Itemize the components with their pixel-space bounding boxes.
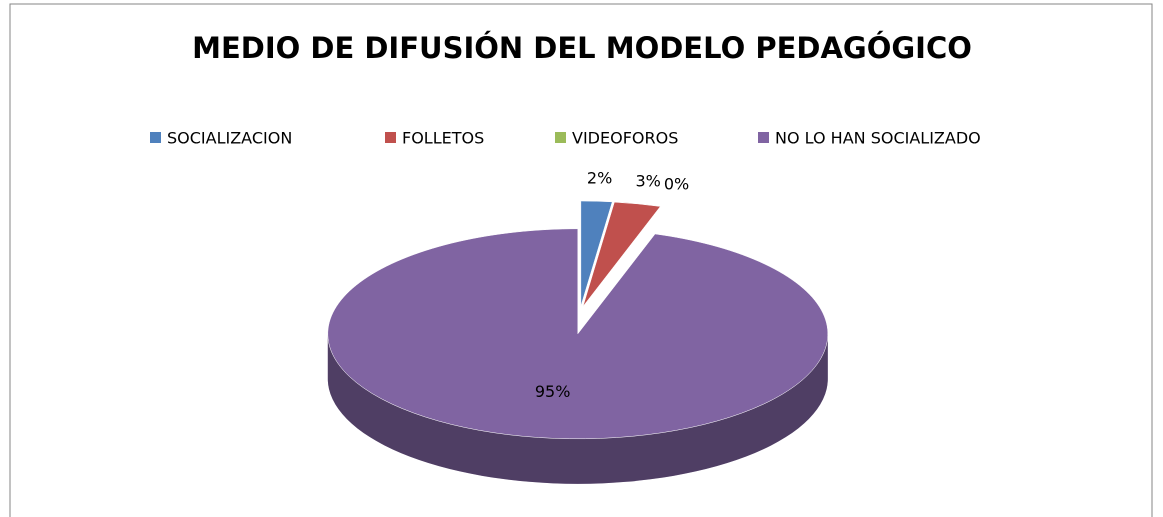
slice-side — [327, 333, 828, 484]
slice — [327, 228, 829, 440]
legend-label: NO LO HAN SOCIALIZADO — [775, 129, 981, 148]
legend-swatch — [385, 132, 396, 143]
slice — [580, 200, 613, 307]
data-label: 95% — [535, 382, 571, 401]
chart-title: MEDIO DE DIFUSIÓN DEL MODELO PEDAGÓGICO — [192, 31, 972, 65]
legend-swatch — [758, 132, 769, 143]
legend-swatch — [555, 132, 566, 143]
data-label: 3% — [635, 171, 660, 190]
data-label: 2% — [587, 169, 612, 188]
slice — [582, 201, 661, 307]
slice-side-shade — [327, 333, 828, 484]
legend-label: VIDEOFOROS — [572, 129, 678, 148]
legend-label: FOLLETOS — [402, 129, 484, 148]
data-label: 0% — [664, 175, 689, 194]
legend-label: SOCIALIZACION — [167, 129, 292, 148]
legend-swatch — [150, 132, 161, 143]
